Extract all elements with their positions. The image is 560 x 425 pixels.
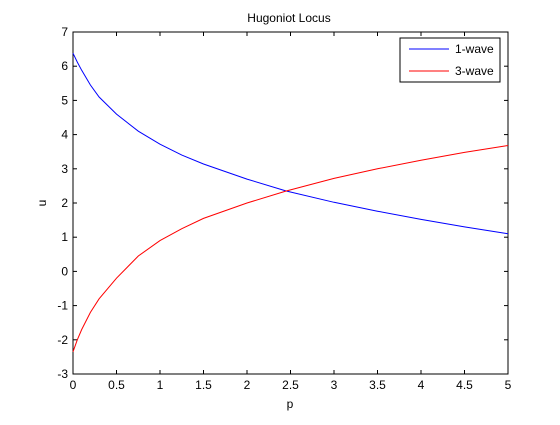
series-line-3-wave xyxy=(72,145,509,352)
y-axis-label: u xyxy=(35,200,49,207)
y-tick-label: -3 xyxy=(57,367,68,381)
x-tick-label: 1.5 xyxy=(195,378,212,392)
legend-label-3-wave: 3-wave xyxy=(455,64,494,78)
x-axis: 0 0.5 1 1.5 2 2.5 3 3.5 4 4.5 5 xyxy=(70,32,512,392)
legend-box xyxy=(399,37,501,83)
y-axis: -3 -2 -1 0 1 2 3 4 5 6 7 xyxy=(57,25,508,381)
series-line-1-wave xyxy=(72,52,509,235)
y-tick-label: 5 xyxy=(61,93,68,107)
x-tick-label: 4 xyxy=(418,378,425,392)
chart-title: Hugoniot Locus xyxy=(247,11,330,25)
y-tick-label: 6 xyxy=(61,59,68,73)
y-tick-label: 3 xyxy=(61,162,68,176)
y-tick-label: -1 xyxy=(57,299,68,313)
x-tick-label: 2.5 xyxy=(282,378,299,392)
x-tick-label: 4.5 xyxy=(456,378,473,392)
y-tick-label: 1 xyxy=(61,230,68,244)
series-layer xyxy=(72,52,509,352)
x-tick-label: 1 xyxy=(157,378,164,392)
x-tick-label: 5 xyxy=(505,378,512,392)
x-tick-label: 0 xyxy=(70,378,77,392)
y-tick-label: -2 xyxy=(57,333,68,347)
y-tick-label: 0 xyxy=(61,264,68,278)
x-tick-label: 3 xyxy=(331,378,338,392)
y-tick-label: 2 xyxy=(61,196,68,210)
legend: 1-wave 3-wave xyxy=(399,37,501,83)
x-tick-label: 3.5 xyxy=(369,378,386,392)
plot-area xyxy=(72,31,509,375)
legend-label-1-wave: 1-wave xyxy=(455,42,494,56)
x-axis-label: p xyxy=(287,397,294,411)
x-tick-label: 2 xyxy=(244,378,251,392)
y-tick-label: 7 xyxy=(61,25,68,39)
y-tick-label: 4 xyxy=(61,128,68,142)
x-tick-label: 0.5 xyxy=(108,378,125,392)
